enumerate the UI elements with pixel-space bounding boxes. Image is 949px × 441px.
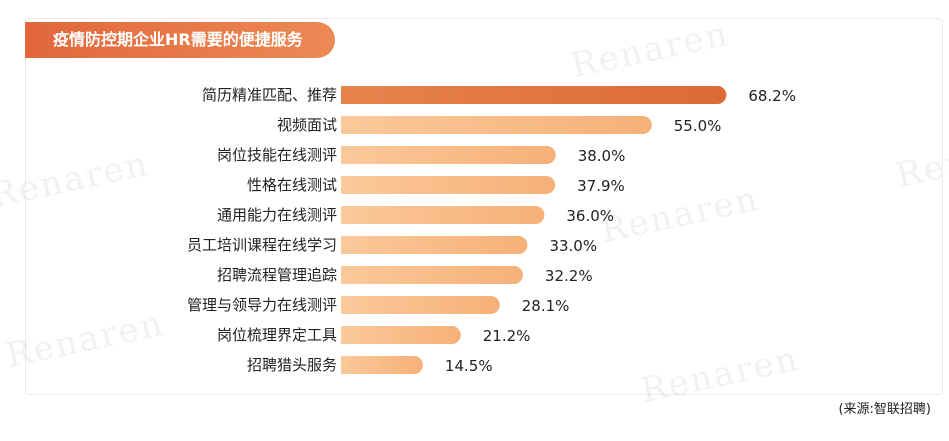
- category-label-10: 招聘猎头服务: [247, 356, 337, 374]
- chart-title: 疫情防控期企业HR需要的便捷服务: [25, 22, 335, 58]
- value-label-3: 38.0%: [578, 147, 626, 165]
- category-label-7: 招聘流程管理追踪: [217, 266, 337, 284]
- value-label-5: 36.0%: [566, 207, 614, 225]
- value-label-6: 33.0%: [549, 237, 597, 255]
- value-label-4: 37.9%: [577, 177, 625, 195]
- category-label-9: 岗位梳理界定工具: [217, 326, 337, 344]
- value-label-7: 32.2%: [545, 267, 593, 285]
- value-label-1: 68.2%: [748, 87, 796, 105]
- bar-7: [341, 266, 523, 284]
- bar-4: [341, 176, 556, 194]
- category-label-3: 岗位技能在线测评: [217, 146, 337, 164]
- category-label-1: 简历精准匹配、推荐: [202, 86, 337, 104]
- value-label-2: 55.0%: [674, 117, 722, 135]
- value-label-8: 28.1%: [522, 297, 570, 315]
- category-label-2: 视频面试: [277, 116, 337, 134]
- bar-9: [341, 326, 461, 344]
- category-label-8: 管理与领导力在线测评: [187, 296, 337, 314]
- bar-8: [341, 296, 500, 314]
- category-label-4: 性格在线测试: [247, 176, 337, 194]
- value-label-9: 21.2%: [483, 327, 531, 345]
- bar-6: [341, 236, 528, 254]
- bar-2: [341, 116, 652, 134]
- bar-3: [341, 146, 556, 164]
- value-label-10: 14.5%: [445, 357, 493, 375]
- bar-5: [341, 206, 545, 224]
- category-label-5: 通用能力在线测评: [217, 206, 337, 224]
- bar-1: [341, 86, 727, 104]
- bar-10: [341, 356, 423, 374]
- category-label-6: 员工培训课程在线学习: [187, 236, 337, 254]
- source-note: (来源:智联招聘): [838, 402, 931, 417]
